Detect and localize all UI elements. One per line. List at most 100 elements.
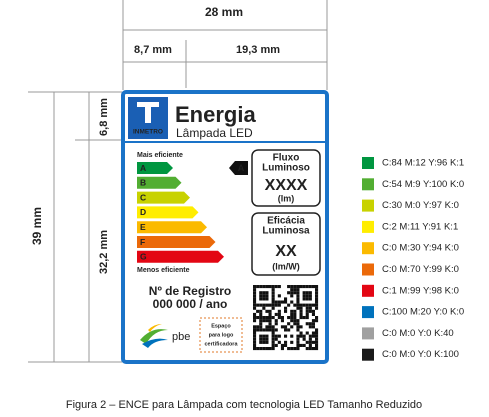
label-title: Energia — [175, 102, 256, 127]
qr-module — [308, 347, 312, 351]
qr-module — [271, 285, 275, 289]
qr-module — [296, 322, 300, 326]
qr-module — [293, 303, 297, 307]
qr-module — [265, 347, 269, 351]
qr-module — [296, 347, 300, 351]
qr-module — [311, 331, 315, 335]
qr-module — [274, 319, 278, 323]
legend-swatch — [362, 306, 374, 319]
box-title: Fluxo — [273, 153, 300, 164]
qr-module — [293, 347, 297, 351]
qr-module — [315, 306, 319, 310]
qr-module — [268, 322, 272, 326]
qr-module — [265, 334, 269, 338]
qr-module — [253, 331, 257, 335]
qr-module — [305, 331, 309, 335]
class-letter: D — [140, 207, 146, 217]
legend-label: C:0 M:0 Y:0 K:40 — [382, 328, 454, 339]
qr-module — [259, 328, 263, 332]
qr-module — [308, 334, 312, 338]
qr-module — [308, 294, 312, 298]
qr-module — [274, 303, 278, 307]
qr-module — [256, 328, 260, 332]
qr-module — [253, 294, 257, 298]
qr-module — [293, 312, 297, 316]
qr-module — [277, 312, 281, 316]
qr-module — [271, 288, 275, 292]
legend-label: C:0 M:0 Y:0 K:100 — [382, 349, 459, 360]
class-bar — [137, 162, 173, 174]
qr-module — [253, 334, 257, 338]
qr-module — [290, 300, 294, 304]
qr-module — [302, 285, 306, 289]
qr-module — [262, 294, 266, 298]
qr-module — [271, 328, 275, 332]
pbe-swoosh — [142, 338, 168, 348]
qr-module — [262, 316, 266, 320]
box-unit: (lm/W) — [272, 261, 300, 271]
qr-module — [262, 337, 266, 341]
qr-module — [262, 297, 266, 301]
qr-module — [253, 347, 257, 351]
qr-module — [280, 300, 284, 304]
qr-module — [296, 285, 300, 289]
pbe-swoosh — [140, 329, 168, 344]
qr-module — [315, 331, 319, 335]
qr-module — [262, 306, 266, 310]
qr-module — [296, 343, 300, 347]
qr-module — [253, 328, 257, 332]
qr-module — [290, 291, 294, 295]
qr-code — [253, 285, 319, 351]
qr-module — [305, 312, 309, 316]
qr-module — [284, 297, 288, 301]
qr-module — [284, 328, 288, 332]
qr-module — [265, 309, 269, 313]
qr-module — [308, 285, 312, 289]
qr-module — [265, 325, 269, 329]
qr-module — [305, 340, 309, 344]
qr-module — [253, 325, 257, 329]
dimension: 19,3 mm — [236, 44, 280, 56]
box-unit: (lm) — [278, 193, 295, 203]
qr-module — [293, 316, 297, 320]
class-letter: E — [140, 222, 146, 232]
dimension: 6,8 mm — [98, 98, 110, 136]
qr-module — [315, 328, 319, 332]
qr-module — [259, 325, 263, 329]
qr-module — [253, 337, 257, 341]
qr-module — [271, 347, 275, 351]
qr-module — [315, 343, 319, 347]
qr-module — [305, 285, 309, 289]
qr-module — [259, 294, 263, 298]
box-title: Luminoso — [262, 163, 310, 174]
qr-module — [315, 316, 319, 320]
qr-module — [265, 291, 269, 295]
qr-module — [277, 294, 281, 298]
qr-module — [293, 309, 297, 313]
class-letter: G — [140, 252, 147, 262]
legend-label: C:100 M:20 Y:0 K:0 — [382, 307, 464, 318]
qr-module — [290, 294, 294, 298]
qr-module — [290, 325, 294, 329]
qr-module — [271, 303, 275, 307]
qr-module — [259, 337, 263, 341]
qr-module — [259, 322, 263, 326]
qr-module — [308, 325, 312, 329]
qr-module — [265, 337, 269, 341]
qr-module — [268, 319, 272, 323]
dimension: 32,2 mm — [98, 230, 110, 274]
qr-module — [299, 325, 303, 329]
qr-module — [262, 319, 266, 323]
qr-module — [265, 303, 269, 307]
qr-module — [315, 291, 319, 295]
qr-module — [268, 347, 272, 351]
legend-swatch — [362, 263, 374, 276]
qr-module — [256, 316, 260, 320]
class-bar — [137, 176, 182, 189]
scale-top: Mais eficiente — [137, 152, 183, 159]
cert-text: para logo — [209, 332, 234, 338]
qr-module — [296, 297, 300, 301]
qr-module — [271, 300, 275, 304]
qr-module — [311, 347, 315, 351]
qr-module — [280, 316, 284, 320]
